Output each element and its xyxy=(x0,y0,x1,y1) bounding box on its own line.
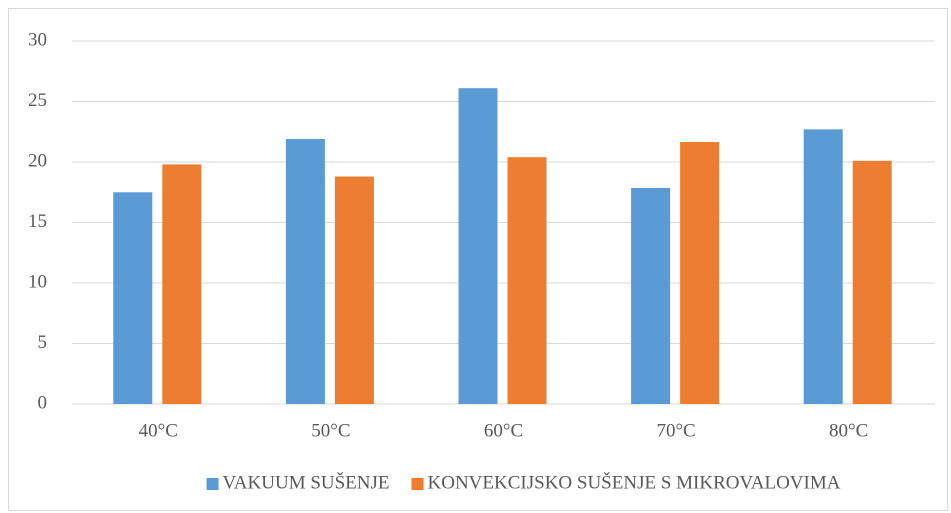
bar xyxy=(162,164,202,404)
x-tick-label: 80°C xyxy=(829,420,868,441)
bar xyxy=(680,142,720,404)
bar xyxy=(334,176,374,404)
y-tick-label: 0 xyxy=(38,392,48,413)
x-tick-label: 50°C xyxy=(311,420,350,441)
bar xyxy=(631,188,671,404)
bar xyxy=(458,88,498,404)
y-tick-label: 30 xyxy=(28,29,47,50)
x-tick-label: 70°C xyxy=(656,420,695,441)
bar xyxy=(803,129,843,404)
legend-label: KONVEKCIJSKO SUŠENJE S MIKROVALOVIMA xyxy=(428,471,841,493)
legend-swatch xyxy=(411,478,424,490)
bar xyxy=(507,157,547,404)
y-tick-label: 10 xyxy=(28,271,47,292)
x-tick-label: 60°C xyxy=(484,420,523,441)
x-tick-label: 40°C xyxy=(139,420,178,441)
bar xyxy=(852,160,892,404)
legend-swatch xyxy=(206,478,219,490)
bar xyxy=(285,139,325,404)
y-tick-label: 25 xyxy=(28,90,47,111)
y-tick-label: 5 xyxy=(38,332,48,353)
legend-label: VAKUUM SUŠENJE xyxy=(223,471,390,493)
bar xyxy=(113,192,153,404)
y-tick-label: 20 xyxy=(28,150,47,171)
y-tick-label: 15 xyxy=(28,211,47,232)
